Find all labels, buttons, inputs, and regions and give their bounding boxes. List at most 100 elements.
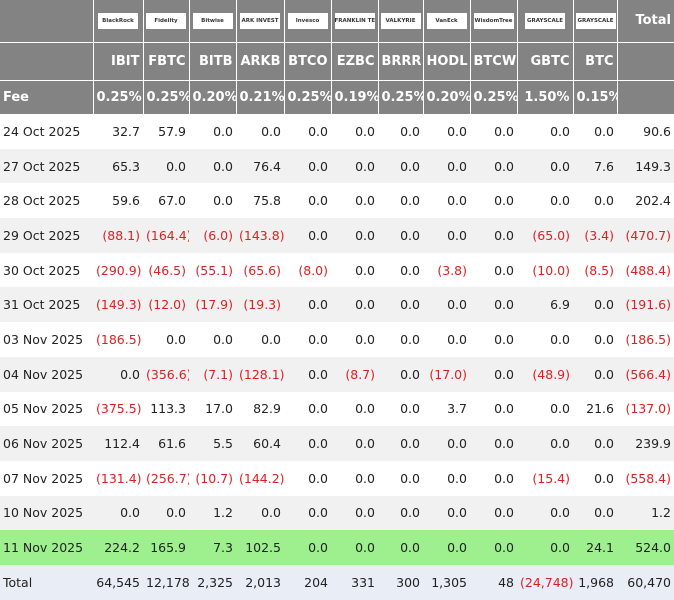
flow-value: (290.9) xyxy=(96,262,142,278)
flow-value: 0.0 xyxy=(594,193,614,209)
flow-value: 0.0 xyxy=(400,193,420,209)
flow-value: (88.1) xyxy=(102,227,140,243)
flow-value: 0.0 xyxy=(447,505,467,521)
ticker: GBTC xyxy=(516,42,573,80)
flow-value: 0.0 xyxy=(400,158,420,174)
flow-value: 24.1 xyxy=(586,540,614,556)
flow-value: 0.0 xyxy=(400,262,420,278)
flow-value: (48.9) xyxy=(532,366,570,382)
logo-cell: Fidelity xyxy=(142,0,189,42)
flow-value: 0.0 xyxy=(494,470,514,486)
ticker: IBIT xyxy=(92,42,143,80)
issuer-logo: VALKYRIE xyxy=(380,12,421,29)
fee: 0.20% xyxy=(188,80,236,114)
issuer-logo: GRAYSCALE xyxy=(575,12,616,29)
flow-value: 524.0 xyxy=(635,540,671,556)
flow-value: 0.0 xyxy=(447,297,467,313)
flow-value: (149.3) xyxy=(96,297,142,313)
flow-value: 1.2 xyxy=(651,505,671,521)
flow-value: 0.0 xyxy=(494,505,514,521)
table-header: BlackRock Fidelity Bitwise ARK INVEST Invesc… xyxy=(0,0,674,114)
flow-value: 0.0 xyxy=(494,401,514,417)
flow-value: (131.4) xyxy=(96,470,142,486)
data-row: 10 Nov 2025 0.0 0.0 1.2 0.0 0.0 0.0 0.0 0.0 0.0 0.… xyxy=(0,495,674,531)
header-cell xyxy=(0,0,93,42)
flow-value: 0.0 xyxy=(213,158,233,174)
flow-value: 0.0 xyxy=(400,331,420,347)
table-body: 24 Oct 2025 32.7 57.9 0.0 0.0 0.0 0.0 0.0 0.0 0.0… xyxy=(0,114,674,565)
data-row: 30 Oct 2025 (290.9) (46.5) (55.1) (65.6) (8.0… xyxy=(0,253,674,288)
flow-value: 0.0 xyxy=(166,158,186,174)
flow-value: 0.0 xyxy=(494,158,514,174)
data-row: 03 Nov 2025 (186.5) 0.0 0.0 0.0 0.0 0.0 0.0 0.0 0… xyxy=(0,322,674,357)
flow-value: 0.0 xyxy=(594,436,614,452)
flow-value: 0.0 xyxy=(355,436,375,452)
flow-value: (8.5) xyxy=(584,262,614,278)
flow-value: 0.0 xyxy=(355,262,375,278)
flow-value: 0.0 xyxy=(261,123,281,139)
flow-value: 0.0 xyxy=(308,158,328,174)
flow-value: (10.7) xyxy=(195,470,233,486)
issuer-logo: Fidelity xyxy=(146,12,186,29)
flow-value: (65.0) xyxy=(532,227,570,243)
total-value: 1,968 xyxy=(578,574,614,590)
total-header: Total xyxy=(616,0,674,42)
total-value: 300 xyxy=(396,574,420,590)
flow-value: 0.0 xyxy=(494,262,514,278)
flow-value: 0.0 xyxy=(308,227,328,243)
flow-value: 21.6 xyxy=(586,401,614,417)
flow-value: (143.8) xyxy=(239,227,284,243)
data-row: 11 Nov 2025 224.2 165.9 7.3 102.5 0.0 0.0 0.0 0.… xyxy=(0,530,674,565)
flow-value: 165.9 xyxy=(150,540,186,556)
flow-value: 0.0 xyxy=(355,505,375,521)
flow-value: 0.0 xyxy=(120,505,140,521)
flow-value: 102.5 xyxy=(245,540,281,556)
total-label: Total xyxy=(3,574,33,590)
flow-value: 0.0 xyxy=(447,123,467,139)
flow-value: 0.0 xyxy=(447,331,467,347)
fee-label: Fee xyxy=(0,80,93,114)
flow-value: 0.0 xyxy=(494,123,514,139)
flow-value: 0.0 xyxy=(494,193,514,209)
date: 29 Oct 2025 xyxy=(3,227,81,243)
flow-value: (488.4) xyxy=(625,262,671,278)
flow-value: 0.0 xyxy=(355,193,375,209)
date: 10 Nov 2025 xyxy=(3,505,84,521)
flow-value: (17.0) xyxy=(429,366,467,382)
fee: 0.19% xyxy=(330,80,378,114)
flow-value: 0.0 xyxy=(308,193,328,209)
flow-value: 0.0 xyxy=(308,401,328,417)
total-value: 60,470 xyxy=(627,574,671,590)
flow-value: 0.0 xyxy=(166,505,186,521)
ticker: BTCW xyxy=(469,42,517,80)
ticker: BTCO xyxy=(283,42,331,80)
flow-value: 0.0 xyxy=(261,505,281,521)
data-row: 05 Nov 2025 (375.5) 113.3 17.0 82.9 0.0 0.0 0.0… xyxy=(0,392,674,427)
flow-value: (144.2) xyxy=(239,470,284,486)
flow-value: 0.0 xyxy=(213,331,233,347)
total-value: 12,178 xyxy=(146,574,189,590)
issuer-logo: VanEck xyxy=(426,12,467,29)
total-row: Total 64,545 12,178 2,325 2,013 204 331 300 1,30… xyxy=(0,564,674,600)
fee: 0.15% xyxy=(572,80,617,114)
flow-value: 59.6 xyxy=(112,193,140,209)
date: 27 Oct 2025 xyxy=(3,158,81,174)
flow-value: 17.0 xyxy=(205,401,233,417)
flow-value: (256.7) xyxy=(146,470,189,486)
flow-value: 0.0 xyxy=(594,470,614,486)
flow-value: (566.4) xyxy=(625,366,671,382)
total-value: 1,305 xyxy=(431,574,467,590)
flow-value: 7.6 xyxy=(594,158,614,174)
flow-value: (55.1) xyxy=(195,262,233,278)
flow-value: 0.0 xyxy=(447,540,467,556)
flow-value: 0.0 xyxy=(400,470,420,486)
logo-cell: BlackRock xyxy=(92,0,143,42)
date: 04 Nov 2025 xyxy=(3,366,84,382)
ticker-row: IBIT FBTC BITB ARKB BTCO EZBC BRRR HODL BTCW GBTC… xyxy=(0,42,674,80)
logo-cell: VALKYRIE xyxy=(377,0,423,42)
flow-value: 7.3 xyxy=(213,540,233,556)
issuer-logo: FRANKLIN TEMPLETON xyxy=(334,12,375,29)
fee: 0.20% xyxy=(422,80,470,114)
data-row: 27 Oct 2025 65.3 0.0 0.0 76.4 0.0 0.0 0.0 0.0 0.0… xyxy=(0,148,674,184)
table-footer: Total 64,545 12,178 2,325 2,013 204 331 300 1,30… xyxy=(0,564,674,600)
